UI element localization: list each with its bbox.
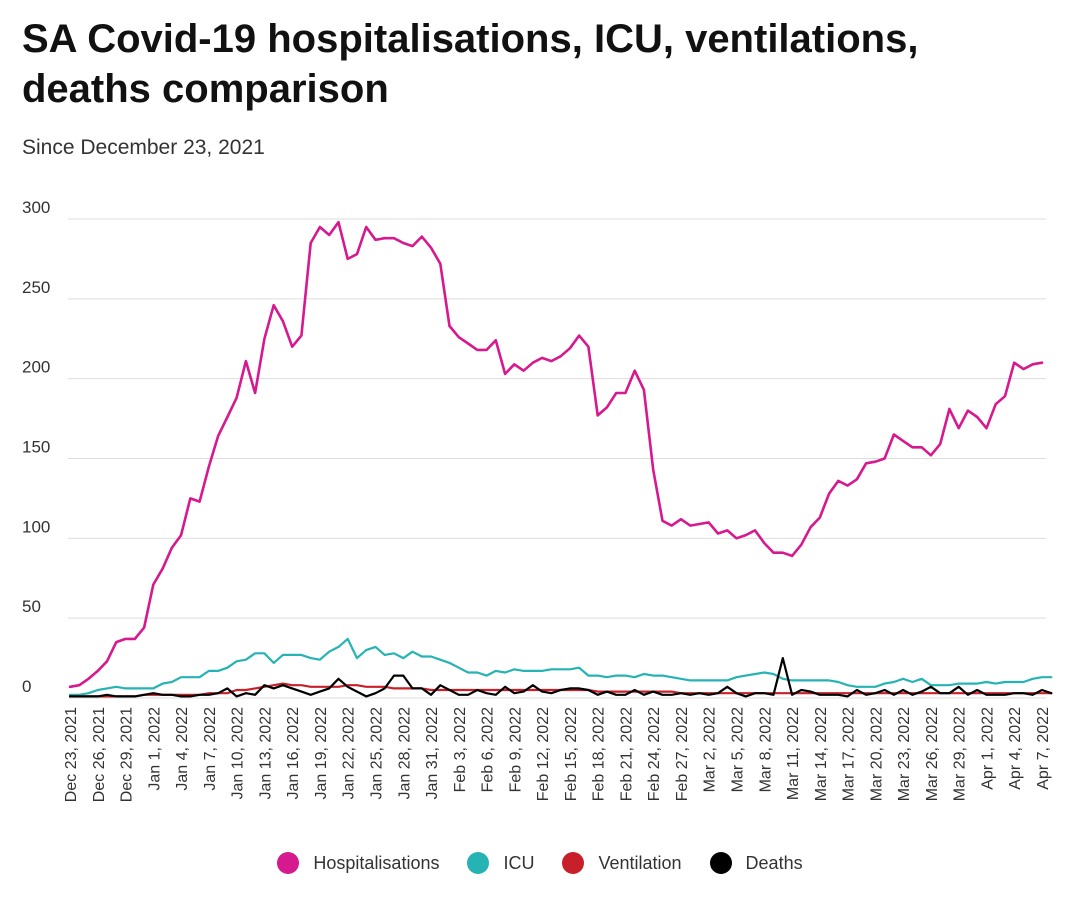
line-chart: 0 50 100 150 200 250 300 Dec 23, 2021 Dec 26, 20… bbox=[22, 198, 1053, 802]
series-line-icu[interactable] bbox=[68, 637, 1053, 696]
legend-label-deaths: Deaths bbox=[745, 852, 803, 873]
legend-swatch-icu bbox=[467, 852, 490, 874]
x-tick-label: Feb 27, 2022 bbox=[674, 707, 691, 801]
x-tick-label: Jan 19, 2022 bbox=[313, 707, 330, 800]
x-tick-label: Mar 17, 2022 bbox=[841, 707, 858, 801]
series-line-hospitalisations[interactable] bbox=[68, 220, 1044, 689]
x-tick-label: Feb 3, 2022 bbox=[452, 707, 469, 793]
x-tick-label: Mar 2, 2022 bbox=[702, 707, 719, 792]
x-tick-label: Apr 1, 2022 bbox=[979, 707, 996, 790]
legend-swatch-deaths bbox=[709, 852, 732, 874]
legend-item-ventilation[interactable]: Ventilation bbox=[562, 852, 682, 874]
legend-swatch-ventilation bbox=[562, 852, 585, 874]
x-tick-label: Feb 24, 2022 bbox=[646, 707, 663, 801]
x-tick-label: Jan 22, 2022 bbox=[341, 707, 358, 800]
x-tick-label: Dec 26, 2021 bbox=[91, 707, 108, 802]
x-tick-label: Apr 7, 2022 bbox=[1035, 707, 1052, 790]
legend-item-deaths[interactable]: Deaths bbox=[709, 852, 803, 874]
chart-title: SA Covid-19 hospitalisations, ICU, venti… bbox=[22, 17, 919, 111]
x-tick-label: Jan 16, 2022 bbox=[285, 707, 302, 800]
legend-label-icu: ICU bbox=[503, 852, 535, 873]
x-tick-label: Jan 31, 2022 bbox=[424, 707, 441, 800]
legend-swatch-hospitalisations bbox=[277, 852, 300, 874]
y-tick-label-200: 200 bbox=[22, 358, 50, 377]
x-tick-label: Dec 23, 2021 bbox=[63, 707, 80, 802]
x-tick-label: Mar 23, 2022 bbox=[896, 707, 913, 801]
y-tick-label-150: 150 bbox=[22, 438, 50, 457]
x-tick-label: Jan 7, 2022 bbox=[202, 707, 219, 791]
x-tick-label: Mar 14, 2022 bbox=[813, 707, 830, 801]
x-tick-label: Apr 4, 2022 bbox=[1007, 707, 1024, 790]
x-tick-label: Mar 11, 2022 bbox=[785, 707, 802, 800]
x-tick-label: Dec 29, 2021 bbox=[119, 707, 136, 802]
legend-item-icu[interactable]: ICU bbox=[467, 852, 534, 874]
x-tick-label: Jan 25, 2022 bbox=[368, 707, 385, 800]
x-tick-label: Mar 8, 2022 bbox=[757, 707, 774, 792]
x-tick-label: Mar 20, 2022 bbox=[868, 707, 885, 801]
chart-subtitle: Since December 23, 2021 bbox=[22, 136, 265, 159]
x-tick-label: Jan 4, 2022 bbox=[174, 707, 191, 791]
x-tick-label: Jan 28, 2022 bbox=[396, 707, 413, 800]
chart-legend: Hospitalisations ICU Ventilation Deaths bbox=[0, 852, 1080, 874]
y-tick-label-100: 100 bbox=[22, 517, 50, 536]
x-tick-label: Feb 15, 2022 bbox=[563, 707, 580, 801]
x-tick-label: Feb 12, 2022 bbox=[535, 707, 552, 801]
y-tick-label-250: 250 bbox=[22, 278, 50, 297]
x-tick-label: Feb 6, 2022 bbox=[480, 707, 497, 793]
x-tick-label: Jan 1, 2022 bbox=[146, 707, 163, 791]
y-tick-label-50: 50 bbox=[22, 597, 41, 616]
x-tick-label: Feb 18, 2022 bbox=[591, 707, 608, 801]
x-tick-label: Jan 13, 2022 bbox=[257, 707, 274, 800]
legend-label-hospitalisations: Hospitalisations bbox=[313, 852, 440, 873]
x-tick-label: Feb 21, 2022 bbox=[618, 707, 635, 801]
x-tick-label: Feb 9, 2022 bbox=[507, 707, 524, 793]
series-line-deaths[interactable] bbox=[68, 656, 1053, 698]
legend-label-ventilation: Ventilation bbox=[598, 852, 682, 873]
x-tick-label: Mar 26, 2022 bbox=[924, 707, 941, 801]
x-tick-label: Jan 10, 2022 bbox=[230, 707, 247, 800]
legend-item-hospitalisations[interactable]: Hospitalisations bbox=[277, 852, 439, 874]
x-tick-label: Mar 5, 2022 bbox=[730, 707, 747, 792]
x-tick-label: Mar 29, 2022 bbox=[952, 707, 969, 801]
y-tick-label-0: 0 bbox=[22, 677, 31, 696]
y-tick-label-300: 300 bbox=[22, 198, 50, 217]
